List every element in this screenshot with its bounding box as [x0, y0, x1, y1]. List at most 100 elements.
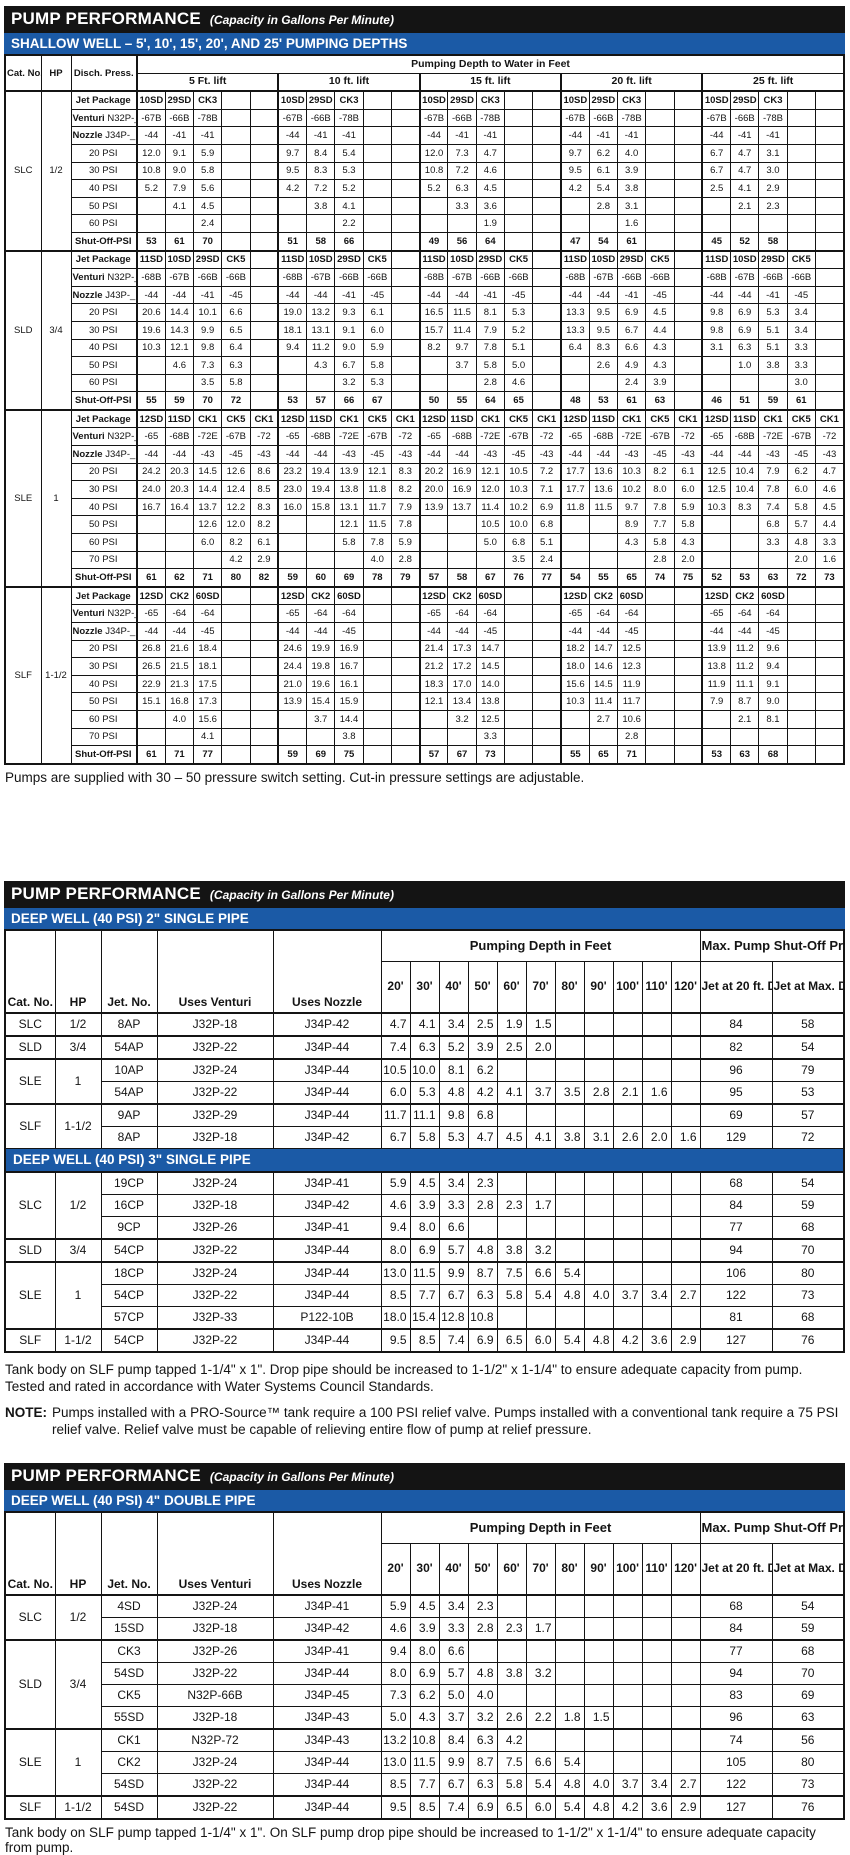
- row-label-bold: Nozzle: [72, 448, 103, 460]
- table-row: 54SD J32P-22 J34P-44 8.0 6.9 5.7 4.8 3.8 3.2 94 70: [5, 1661, 845, 1685]
- header-depth-tick: 40': [438, 1542, 469, 1596]
- value-cell: 8.3: [390, 462, 421, 482]
- value-cell: 5.9: [390, 533, 421, 552]
- depth-value-cell: 3.7: [525, 1080, 556, 1105]
- row-label-nozzle: Nozzle J34P-_: [70, 126, 138, 145]
- depth-value-cell: 2.8: [467, 1193, 498, 1217]
- header-pumping-depth: Pumping Depth in Feet: [380, 1511, 701, 1544]
- value-cell: -45: [617, 622, 647, 641]
- depth-value-cell: 6.7: [438, 1772, 469, 1797]
- value-cell: 5.8: [193, 161, 223, 181]
- table-row: 20 PSI 12.0 9.1 5.9 9.7 8.4 5.4 12.0 7.3 4.7 9.7 6.…: [5, 143, 845, 163]
- value-cell: 6.8: [532, 515, 562, 535]
- jet-no-cell: 54CP: [100, 1327, 158, 1353]
- value-cell: 3.7: [447, 356, 477, 375]
- table-row: SLD 3/4 Jet Package 11SD 10SD 29SD CK5 11SD 10SD…: [4, 249, 845, 411]
- value-cell: 2.8: [645, 550, 675, 570]
- shutoff-20ft-cell: 96: [699, 1705, 773, 1730]
- value-cell: 12.6: [193, 515, 223, 535]
- value-cell: [390, 161, 421, 181]
- value-cell: 5.9: [673, 497, 703, 517]
- depth-value-cell: 2.6: [496, 1705, 527, 1730]
- depth-value-cell: [612, 1727, 643, 1752]
- depth-value-cell: [554, 1237, 585, 1263]
- value-cell: -45: [362, 285, 392, 305]
- value-cell: [786, 604, 816, 623]
- value-cell: -64: [475, 604, 505, 623]
- value-cell: [447, 727, 477, 747]
- header-depth-tick: 80': [554, 960, 585, 1014]
- depth-value-cell: 5.3: [409, 1080, 440, 1105]
- value-cell: 11.5: [588, 497, 619, 517]
- depth-value-cell: [670, 1193, 701, 1217]
- shutoff-max-cell: 56: [771, 1727, 845, 1752]
- depth-value-cell: 6.3: [467, 1283, 498, 1307]
- depth-value-cell: [583, 1638, 614, 1663]
- value-cell: -72: [532, 427, 562, 447]
- value-cell: 16.8: [164, 692, 195, 711]
- value-cell: [390, 320, 421, 340]
- value-cell: 5.9: [362, 338, 392, 358]
- value-cell: -66B: [588, 108, 619, 128]
- value-cell: [559, 550, 590, 570]
- depth-value-cell: [525, 1215, 556, 1240]
- depth-value-cell: [496, 1102, 527, 1127]
- value-cell: 18.1: [277, 320, 308, 340]
- value-cell: 60: [306, 568, 336, 588]
- table-row: SLE 1 Jet Package 12SD 11SD CK1 CK5 CK1 12SD 11SD…: [4, 408, 845, 588]
- value-cell: [390, 585, 421, 606]
- value-cell: 11.2: [730, 639, 760, 659]
- value-cell: [701, 214, 732, 233]
- value-cell: [390, 338, 421, 358]
- value-cell: 7.9: [758, 462, 788, 482]
- header-depth-tick: 120': [670, 960, 701, 1014]
- value-cell: 6.1: [588, 161, 619, 181]
- value-cell: -44: [418, 622, 449, 641]
- value-cell: -65: [418, 604, 449, 623]
- value-cell: 13.3: [559, 320, 590, 340]
- depth-value-cell: [612, 1057, 643, 1082]
- value-cell: [645, 143, 675, 163]
- depth-value-cell: 8.7: [467, 1750, 498, 1774]
- table-row: 70 PSI 4.1 3.8 3.3 2.8: [5, 727, 845, 747]
- value-cell: 65: [503, 391, 534, 411]
- value-cell: 12.0: [221, 515, 251, 535]
- value-cell: [221, 90, 251, 110]
- value-cell: CK2: [447, 585, 477, 606]
- value-cell: [532, 692, 562, 711]
- value-cell: 7.7: [645, 515, 675, 535]
- depth-value-cell: [554, 1057, 585, 1082]
- value-cell: 12SD: [701, 408, 732, 429]
- value-cell: 61: [135, 568, 166, 588]
- depth-value-cell: 1.6: [670, 1125, 701, 1149]
- value-cell: 55: [447, 391, 477, 411]
- value-cell: 7.2: [306, 179, 336, 198]
- value-cell: 5.8: [786, 497, 816, 517]
- row-label-text: N32P-_: [104, 112, 137, 124]
- depth-value-cell: 11.1: [409, 1102, 440, 1127]
- value-cell: 9.7: [447, 338, 477, 358]
- row-label-text: 50 PSI: [88, 359, 118, 371]
- value-cell: 10.0: [503, 515, 534, 535]
- value-cell: 18.1: [193, 657, 223, 676]
- depth-value-cell: [583, 1661, 614, 1685]
- row-label-bold: Jet Package: [75, 94, 131, 106]
- value-cell: 65: [617, 568, 647, 588]
- value-cell: -66B: [645, 268, 675, 287]
- shutoff-20ft-cell: 94: [699, 1661, 773, 1685]
- value-cell: [758, 550, 788, 570]
- venturi-cell: N32P-66B: [156, 1683, 274, 1707]
- value-cell: 3.2: [447, 709, 477, 729]
- value-cell: 7.1: [532, 480, 562, 499]
- shutoff-max-cell: 57: [771, 1102, 845, 1127]
- depth-value-cell: [583, 1727, 614, 1752]
- value-cell: -44: [447, 285, 477, 305]
- row-label-jet-package: Jet Package: [70, 585, 138, 606]
- value-cell: [532, 709, 562, 729]
- value-cell: 19.9: [306, 639, 336, 659]
- depth-value-cell: 6.9: [409, 1661, 440, 1685]
- value-cell: -67B: [221, 427, 251, 447]
- value-cell: -44: [701, 285, 732, 305]
- value-cell: [645, 639, 675, 659]
- header-depth-tick: 80': [554, 1542, 585, 1596]
